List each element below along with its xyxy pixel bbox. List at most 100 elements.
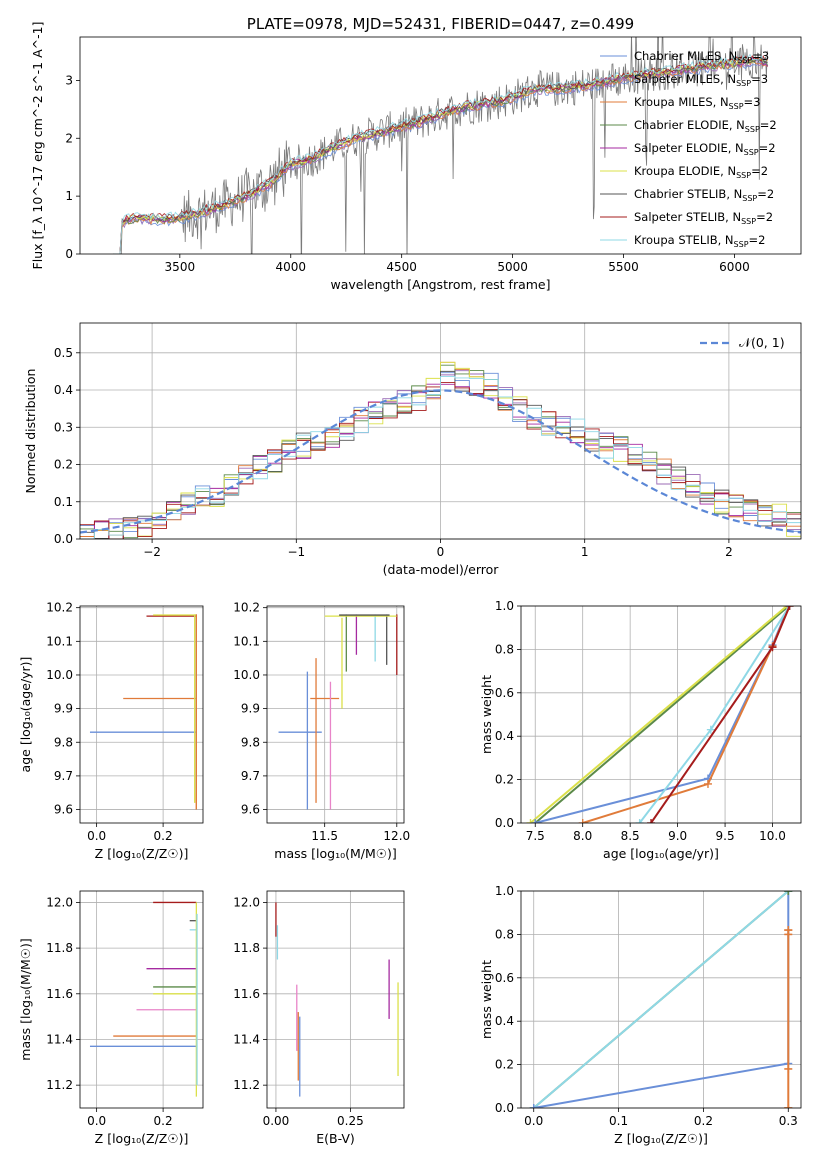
y-tick-label: 11.2	[46, 1078, 73, 1092]
model-fit-line	[113, 59, 769, 254]
y-tick-label: 0.5	[54, 346, 73, 360]
y-tick-label: 10.0	[46, 668, 73, 682]
y-axis-label: mass weight	[479, 675, 494, 754]
y-tick-label: 10.0	[233, 668, 260, 682]
gridlines	[80, 606, 203, 823]
gridlines	[267, 891, 404, 1108]
plot-area	[89, 901, 198, 1097]
y-tick-label: 0.1	[54, 495, 73, 509]
y-tick-label: 2	[65, 131, 73, 145]
legend-entry: Kroupa STELIB, NSSP=2	[634, 233, 765, 249]
legend-entry: Kroupa ELODIE, NSSP=2	[634, 164, 768, 180]
plot-area	[278, 614, 398, 810]
y-tick-label: 12.0	[233, 895, 260, 909]
y-tick-label: 0.0	[495, 1101, 514, 1115]
cumulative-mass-line	[534, 606, 790, 823]
x-tick-label: 12.0	[383, 829, 410, 843]
chart-title: PLATE=0978, MJD=52431, FIBERID=0447, z=0…	[247, 15, 634, 33]
model-fit-line	[113, 56, 769, 254]
y-tick-label: 9.8	[54, 735, 73, 749]
axes-frame	[79, 322, 802, 540]
y-tick-label: 9.7	[241, 769, 260, 783]
x-tick-label: 0.00	[263, 1114, 290, 1128]
panel-3: 11.5 12.0 9.6 9.7 9.8 9.9 10.0 10.1 10.2 mass [lo…	[233, 601, 410, 861]
panel-5: 0.0 0.2 11.2 11.4 11.6 11.8 12.0 Z [log₁₀(Z/Z☉)…	[18, 890, 204, 1146]
panel-6: 0.00 0.25 11.2 11.4 11.6 11.8 12.0 E(B-V)	[233, 890, 405, 1146]
x-tick-label: 5000	[497, 260, 528, 274]
y-tick-label: 0.3	[54, 420, 73, 434]
panel-7: 0.0 0.1 0.2 0.3 0.0 0.2 0.4 0.6 0.8 1.0 Z [log₁₀(Z…	[479, 884, 802, 1146]
x-tick-label: 0.25	[337, 1114, 364, 1128]
y-tick-label: 10.1	[233, 634, 260, 648]
y-tick-label: 11.4	[233, 1032, 260, 1046]
legend-entry: Chabrier MILES, NSSP=3	[634, 49, 769, 65]
x-axis-label: (data-model)/error	[383, 562, 500, 577]
x-tick-label: 1	[581, 545, 589, 559]
plot-area	[275, 902, 399, 1097]
x-axis-label: Z [log₁₀(Z/Z☉)]	[614, 1131, 708, 1146]
x-tick-label: 4000	[275, 260, 306, 274]
residual-histogram	[80, 361, 801, 539]
y-axis-label: Flux [f_λ 10^-17 erg cm^-2 s^-1 A^-1]	[30, 22, 45, 270]
y-tick-label: 9.9	[54, 702, 73, 716]
x-tick-label: 5500	[608, 260, 639, 274]
plot-area	[113, 37, 769, 254]
normal-reference-curve	[80, 389, 801, 534]
y-tick-label: 0.6	[495, 686, 514, 700]
y-tick-label: 10.2	[46, 601, 73, 615]
axes-frame	[266, 605, 405, 824]
y-tick-label: 0.8	[495, 927, 514, 941]
legend-entry: Salpeter ELODIE, NSSP=2	[634, 141, 776, 157]
gridlines	[80, 891, 203, 1108]
x-axis-label: mass [log₁₀(M/M☉)]	[274, 846, 396, 861]
legend-entry: Chabrier STELIB, NSSP=2	[634, 187, 774, 203]
model-fit-line	[113, 53, 769, 254]
x-axis-label: wavelength [Angstrom, rest frame]	[330, 277, 550, 292]
y-tick-label: 12.0	[46, 895, 73, 909]
y-tick-label: 0.2	[54, 458, 73, 472]
panel-1: −2 −1 0 1 2 0.0 0.1 0.2 0.3 0.4 0.5 (data-model)/er…	[23, 322, 802, 577]
x-tick-label: 0.2	[154, 829, 173, 843]
x-tick-label: 0.2	[694, 1114, 713, 1128]
cumulative-mass-line	[582, 606, 791, 823]
y-tick-label: 9.7	[54, 769, 73, 783]
legend: 𝒩(0, 1)	[700, 335, 785, 350]
legend-entry: Kroupa MILES, NSSP=3	[634, 95, 760, 111]
y-axis-label: mass [log₁₀(M/M☉)]	[18, 938, 33, 1060]
y-tick-label: 3	[65, 73, 73, 87]
residual-histogram	[80, 376, 801, 539]
x-tick-label: 8.0	[573, 829, 592, 843]
y-tick-label: 0.8	[495, 642, 514, 656]
y-axis-label: age [log₁₀(age/yr)]	[18, 657, 33, 773]
y-tick-label: 0	[65, 247, 73, 261]
y-tick-label: 0.4	[495, 729, 514, 743]
x-tick-label: 2	[725, 545, 733, 559]
x-tick-label: 0.3	[779, 1114, 798, 1128]
y-tick-label: 10.1	[46, 634, 73, 648]
x-tick-label: 0.2	[154, 1114, 173, 1128]
axes-frame	[520, 605, 802, 824]
y-tick-label: 11.6	[233, 987, 260, 1001]
cumulative-mass-line	[533, 891, 789, 1108]
y-axis-label: Normed distribution	[23, 369, 38, 494]
legend-entry: Salpeter MILES, NSSP=3	[634, 72, 768, 88]
y-tick-label: 9.8	[241, 735, 260, 749]
axes-frame	[79, 605, 204, 824]
plot-area	[80, 361, 801, 539]
model-fit-line	[113, 61, 768, 254]
legend-entry: 𝒩(0, 1)	[739, 335, 785, 350]
y-tick-label: 10.2	[233, 601, 260, 615]
legend: Chabrier MILES, NSSP=3 Salpeter MILES, NS…	[600, 49, 777, 249]
x-tick-label: 10.0	[759, 829, 786, 843]
x-tick-label: 3500	[165, 260, 196, 274]
x-tick-label: 7.5	[526, 829, 545, 843]
y-tick-label: 1.0	[495, 884, 514, 898]
model-fit-line	[113, 54, 769, 254]
y-tick-label: 0.4	[495, 1014, 514, 1028]
model-fit-line	[113, 57, 768, 254]
x-axis-label: Z [log₁₀(Z/Z☉)]	[95, 1131, 189, 1146]
model-fit-line	[113, 56, 769, 254]
x-tick-label: 9.5	[716, 829, 735, 843]
x-tick-label: 11.5	[311, 829, 338, 843]
y-tick-label: 0.0	[54, 532, 73, 546]
